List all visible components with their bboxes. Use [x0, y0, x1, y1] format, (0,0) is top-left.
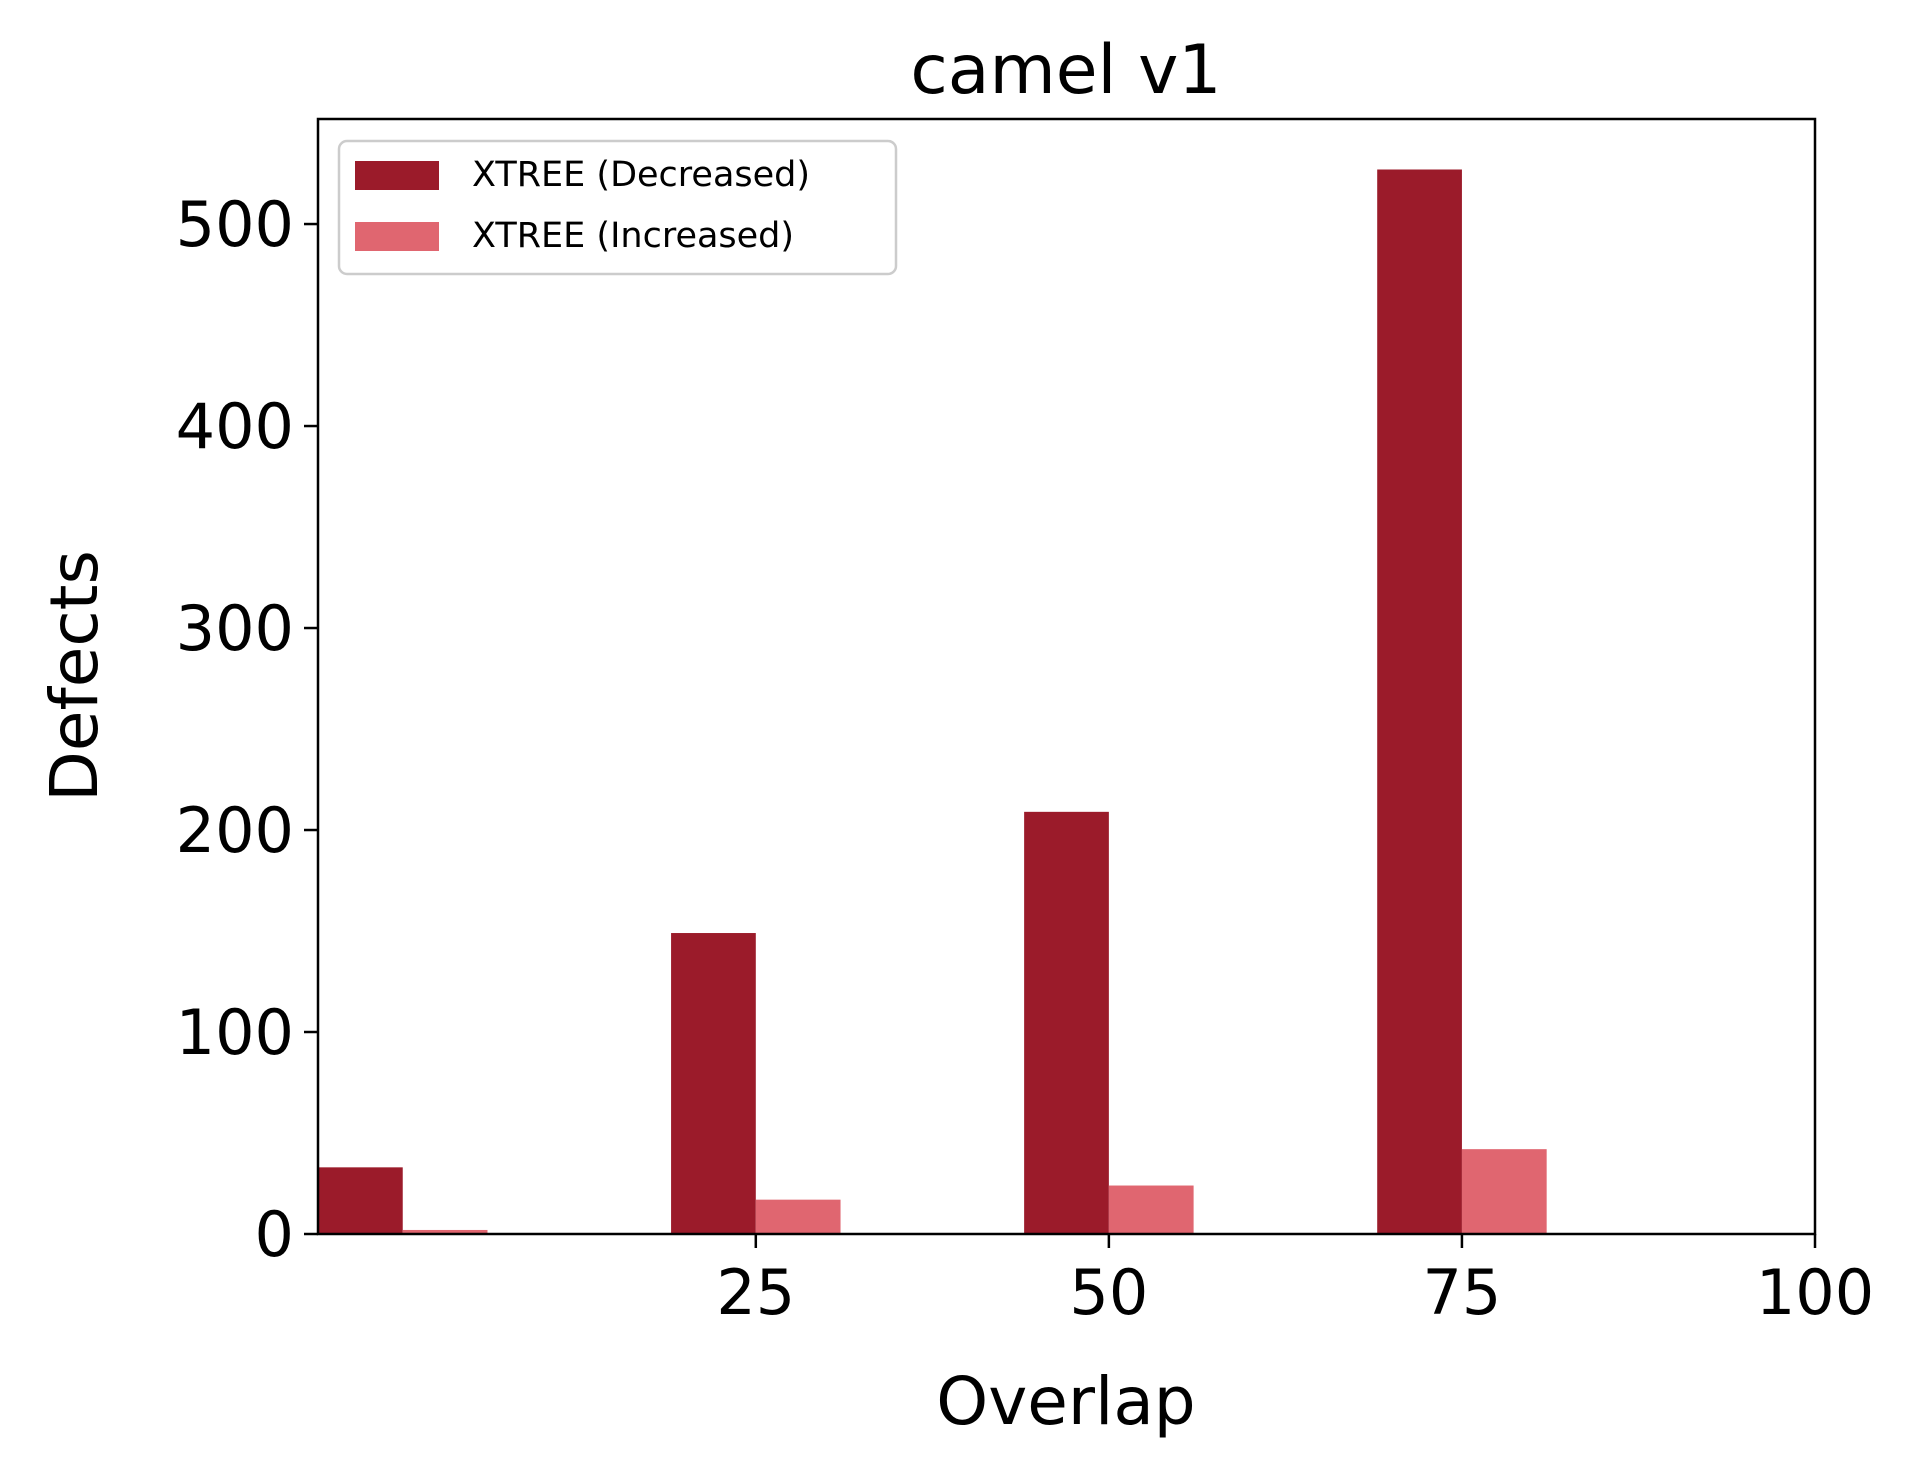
bar-series-2-group-4	[1461, 1149, 1547, 1234]
bar-series-2-group-3	[1108, 1185, 1194, 1234]
legend-frame	[337, 139, 898, 276]
y-tick-label: 0	[255, 1198, 294, 1271]
bar-series-2-group-2	[755, 1199, 841, 1234]
legend-label: XTREE (Increased)	[472, 216, 794, 256]
bar-series-1-group-4	[1377, 169, 1462, 1235]
y-tick-label: 200	[176, 794, 294, 867]
y-tick-label: 500	[176, 188, 294, 261]
legend-label: XTREE (Decreased)	[472, 155, 810, 195]
x-tick-label: 75	[1422, 1256, 1501, 1329]
y-tick-label: 100	[176, 996, 294, 1069]
bar-series-1-group-1	[318, 1167, 403, 1234]
bar-series-2-group-1	[402, 1229, 488, 1234]
bars	[318, 169, 1547, 1235]
legend-swatch	[355, 161, 439, 190]
x-axis-ticks: 25 50 75 100	[716, 1234, 1874, 1329]
x-axis-title: Overlap	[936, 1363, 1195, 1440]
y-tick-label: 400	[176, 390, 294, 463]
y-axis-title: Defects	[36, 550, 113, 802]
plot-frame	[316, 117, 1817, 1236]
legend-swatch	[355, 222, 439, 251]
y-axis-ticks: 0 100 200 300 400 500	[176, 188, 318, 1271]
chart-title: camel v1	[910, 31, 1221, 110]
x-tick-label: 100	[1756, 1256, 1874, 1329]
bar-series-1-group-3	[1024, 811, 1109, 1234]
x-tick-label: 25	[716, 1256, 795, 1329]
x-tick-label: 50	[1069, 1256, 1148, 1329]
y-tick-label: 300	[176, 592, 294, 665]
bar-series-1-group-2	[671, 933, 756, 1234]
legend: XTREE (Decreased) XTREE (Increased)	[337, 139, 898, 276]
